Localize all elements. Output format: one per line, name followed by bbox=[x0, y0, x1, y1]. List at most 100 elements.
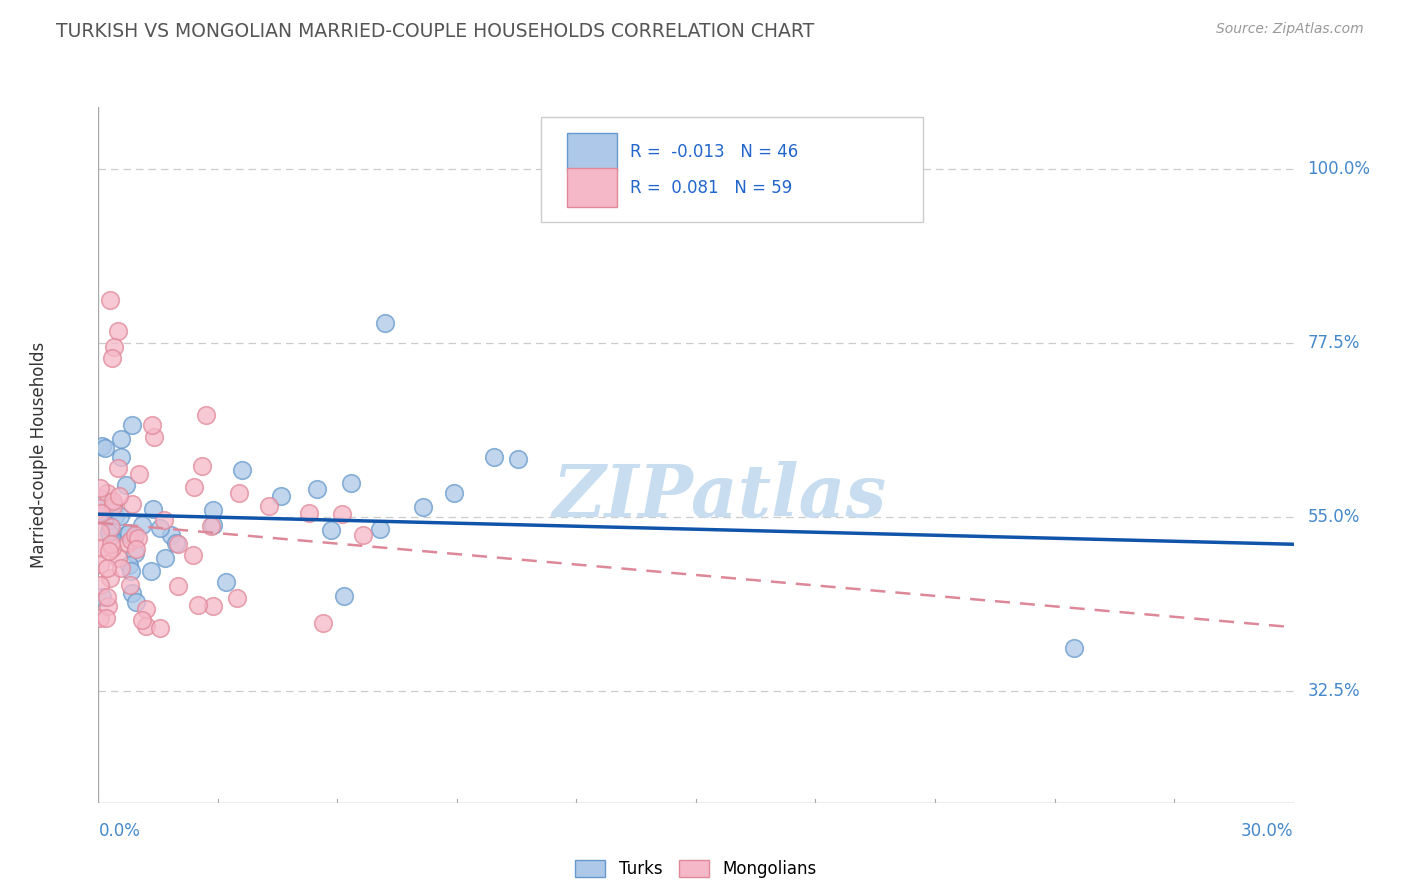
Point bbox=[128, 467, 150, 481]
Point bbox=[181, 548, 204, 562]
Text: Source: ZipAtlas.com: Source: ZipAtlas.com bbox=[1216, 22, 1364, 37]
Text: 30.0%: 30.0% bbox=[1241, 822, 1294, 840]
Text: TURKISH VS MONGOLIAN MARRIED-COUPLE HOUSEHOLDS CORRELATION CHART: TURKISH VS MONGOLIAN MARRIED-COUPLE HOUS… bbox=[56, 22, 814, 41]
Point bbox=[120, 578, 142, 592]
Point bbox=[108, 508, 131, 523]
Point bbox=[89, 500, 111, 515]
Point bbox=[89, 578, 111, 592]
Point bbox=[131, 517, 153, 532]
Point bbox=[91, 591, 114, 605]
Point bbox=[122, 530, 145, 544]
FancyBboxPatch shape bbox=[540, 118, 922, 222]
Point bbox=[142, 430, 165, 444]
Text: Married-couple Households: Married-couple Households bbox=[30, 342, 48, 568]
Point bbox=[100, 537, 122, 551]
Text: 55.0%: 55.0% bbox=[1308, 508, 1360, 525]
Point bbox=[319, 523, 342, 537]
Point bbox=[508, 452, 530, 467]
Point bbox=[120, 564, 142, 578]
Point bbox=[167, 579, 190, 593]
Point bbox=[352, 527, 374, 541]
Point bbox=[330, 507, 353, 521]
Point bbox=[97, 599, 120, 613]
Point bbox=[153, 551, 176, 566]
Point bbox=[298, 506, 321, 520]
Point bbox=[183, 480, 205, 494]
Text: 0.0%: 0.0% bbox=[98, 822, 141, 840]
Point bbox=[110, 561, 132, 575]
Point bbox=[117, 558, 139, 573]
Point bbox=[110, 450, 132, 464]
Point bbox=[200, 519, 222, 533]
Point bbox=[121, 586, 143, 600]
Point bbox=[225, 591, 247, 605]
Point bbox=[374, 317, 396, 331]
Point bbox=[120, 533, 142, 548]
Point bbox=[1063, 641, 1085, 656]
Point bbox=[96, 590, 118, 604]
Point bbox=[202, 503, 225, 517]
Point bbox=[167, 537, 190, 551]
Point bbox=[231, 463, 253, 477]
Point bbox=[202, 599, 225, 614]
Point bbox=[443, 485, 465, 500]
Point bbox=[149, 521, 172, 535]
Point bbox=[482, 450, 505, 464]
Point bbox=[135, 618, 157, 632]
Point bbox=[305, 483, 328, 497]
Point bbox=[107, 550, 129, 565]
Text: 32.5%: 32.5% bbox=[1308, 681, 1360, 699]
Point bbox=[89, 558, 111, 572]
Point bbox=[89, 611, 111, 625]
Point bbox=[187, 598, 209, 612]
Point bbox=[124, 528, 146, 542]
Point bbox=[101, 493, 124, 508]
Point bbox=[412, 500, 434, 514]
Point bbox=[311, 615, 333, 630]
Point bbox=[115, 478, 138, 492]
Point bbox=[333, 589, 356, 603]
Bar bbox=[567, 169, 617, 207]
Point bbox=[125, 542, 148, 557]
Point bbox=[190, 458, 212, 473]
Point bbox=[107, 461, 129, 475]
Point bbox=[103, 499, 125, 513]
Point bbox=[97, 543, 120, 558]
Text: 77.5%: 77.5% bbox=[1308, 334, 1360, 351]
Point bbox=[368, 522, 391, 536]
Point bbox=[159, 527, 181, 541]
Point bbox=[124, 546, 146, 560]
Point bbox=[165, 536, 187, 550]
Point bbox=[98, 572, 121, 586]
Point bbox=[125, 595, 148, 609]
Point bbox=[100, 529, 122, 543]
Point bbox=[228, 486, 250, 500]
Point bbox=[89, 481, 111, 495]
Point bbox=[202, 517, 225, 532]
Point bbox=[91, 503, 114, 517]
Point bbox=[96, 486, 118, 500]
Point bbox=[215, 574, 238, 589]
Point bbox=[103, 497, 125, 511]
Point bbox=[121, 497, 143, 511]
Point bbox=[118, 525, 141, 540]
Text: ZIPatlas: ZIPatlas bbox=[553, 461, 887, 533]
Point bbox=[121, 418, 143, 433]
Point bbox=[339, 475, 361, 490]
Point bbox=[115, 526, 138, 541]
Point bbox=[101, 351, 124, 366]
Point bbox=[135, 601, 157, 615]
Point bbox=[98, 526, 121, 541]
Point bbox=[141, 418, 163, 433]
Bar bbox=[567, 133, 617, 171]
Point bbox=[91, 438, 114, 452]
Point bbox=[98, 293, 122, 308]
Point bbox=[89, 525, 111, 540]
Point bbox=[104, 509, 127, 524]
Point bbox=[91, 492, 114, 507]
Legend: Turks, Mongolians: Turks, Mongolians bbox=[568, 854, 824, 885]
Point bbox=[153, 513, 176, 527]
Point bbox=[96, 611, 118, 625]
Point bbox=[110, 433, 132, 447]
Point bbox=[270, 490, 292, 504]
